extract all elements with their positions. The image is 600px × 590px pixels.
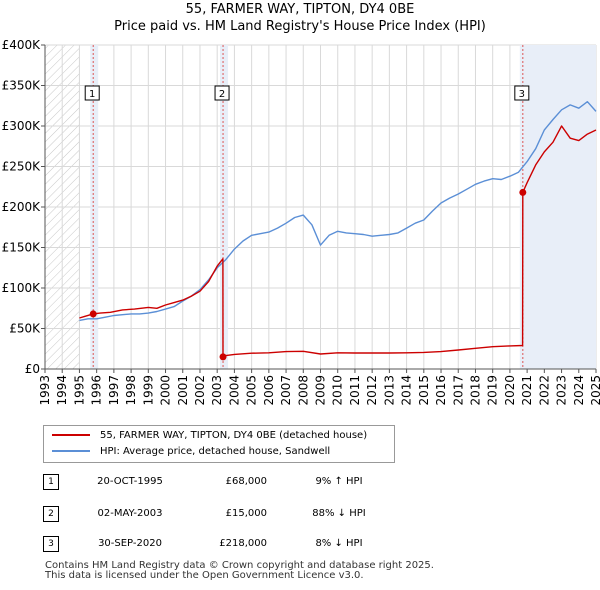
x-tick-label: 2022 [537, 375, 551, 406]
x-tick-label: 2021 [520, 375, 534, 406]
x-tick-label: 2019 [486, 375, 500, 406]
x-tick-label: 2006 [262, 375, 276, 406]
x-tick-label: 2015 [417, 375, 431, 406]
x-tick-label: 2014 [400, 375, 414, 406]
x-tick-label: 2009 [314, 375, 328, 406]
transaction-point [219, 353, 227, 361]
transaction-marker-box [214, 85, 230, 101]
x-tick-label: 1999 [141, 375, 155, 406]
x-tick-label: 1994 [55, 375, 69, 406]
post-sale-shade [522, 45, 596, 369]
y-tick-label: £350K [2, 79, 42, 93]
x-tick-label: 2002 [193, 375, 207, 406]
y-tick-label: £200K [2, 200, 42, 214]
x-tick-label: 1997 [107, 375, 121, 406]
x-tick-label: 2007 [279, 375, 293, 406]
transaction-price: £68,000 [225, 476, 267, 487]
x-tick-label: 2010 [331, 375, 345, 406]
x-tick-label: 2004 [227, 375, 241, 406]
x-tick-label: 2023 [555, 375, 569, 406]
transaction-marker: 1 [43, 474, 59, 490]
transaction-date: 20-OCT-1995 [97, 476, 163, 487]
property-series-line [79, 125, 597, 358]
transaction-hpi: 8% ↓ HPI [315, 538, 363, 549]
x-tick-label: 2016 [434, 375, 448, 406]
transaction-marker-label: 1 [89, 89, 95, 100]
x-tick-label: 2008 [296, 375, 310, 406]
chart-title-block: 55, FARMER WAY, TIPTON, DY4 0BE Price pa… [0, 1, 600, 35]
legend-label-hpi: HPI: Average price, detached house, Sand… [100, 446, 331, 457]
transaction-marker: 3 [43, 536, 59, 552]
hpi-series-line [79, 100, 597, 322]
x-tick-label: 2000 [159, 375, 173, 406]
transaction-marker-box [84, 85, 100, 101]
transaction-price: £218,000 [219, 538, 267, 549]
legend-label-property: 55, FARMER WAY, TIPTON, DY4 0BE (detache… [100, 430, 368, 441]
y-tick-label: £150K [2, 241, 42, 255]
x-tick-label: 2017 [451, 375, 465, 406]
y-tick-label: £400K [2, 38, 42, 52]
legend-item-property: 55, FARMER WAY, TIPTON, DY4 0BE (detache… [52, 429, 367, 443]
transaction-band [90, 45, 99, 369]
x-tick-label: 2012 [365, 375, 379, 406]
transaction-point [89, 310, 97, 318]
transaction-band [220, 45, 229, 369]
transaction-date: 30-SEP-2020 [98, 538, 162, 549]
transaction-hpi: 88% ↓ HPI [312, 508, 366, 519]
x-tick-label: 1998 [124, 375, 138, 406]
transaction-marker-label: 2 [219, 89, 225, 100]
x-tick-label: 1996 [90, 375, 104, 406]
x-tick-label: 2011 [348, 375, 362, 406]
x-tick-label: 2024 [572, 375, 586, 406]
x-tick-label: 2025 [589, 375, 600, 406]
x-tick-label: 2018 [468, 375, 482, 406]
chart-subtitle: Price paid vs. HM Land Registry's House … [114, 19, 486, 34]
price-chart: 1 2 3 £0 £50K £100K £150K £200K £250K £300K £350K… [2, 38, 600, 406]
x-tick-label: 2020 [503, 375, 517, 406]
legend-item-hpi: HPI: Average price, detached house, Sand… [52, 445, 330, 459]
y-tick-label: £100K [2, 281, 42, 295]
footer-licence: This data is licensed under the Open Gov… [45, 570, 364, 581]
transaction-price: £15,000 [225, 508, 267, 519]
footer: Contains HM Land Registry data © Crown c… [45, 561, 434, 581]
chart-title: 55, FARMER WAY, TIPTON, DY4 0BE [185, 2, 415, 17]
x-tick-label: 2003 [210, 375, 224, 406]
footer-copyright: Contains HM Land Registry data © Crown c… [45, 560, 434, 571]
x-tick-label: 1995 [72, 375, 86, 406]
y-tick-label: £300K [2, 119, 42, 133]
transaction-marker-box [514, 85, 530, 101]
table-row: 2 02-MAY-2003 £15,000 88% ↓ HPI [43, 506, 443, 524]
legend-swatch-hpi [52, 450, 90, 452]
legend-swatch-property [52, 434, 90, 436]
x-tick-label: 1993 [38, 375, 52, 406]
x-tick-label: 2005 [245, 375, 259, 406]
table-row: 1 20-OCT-1995 £68,000 9% ↑ HPI [43, 474, 443, 492]
transaction-marker-label: 3 [519, 89, 525, 100]
transaction-point [519, 188, 527, 196]
transaction-marker: 2 [43, 506, 59, 522]
y-tick-label: £250K [2, 160, 42, 174]
transaction-hpi: 9% ↑ HPI [315, 476, 363, 487]
table-row: 3 30-SEP-2020 £218,000 8% ↓ HPI [43, 536, 443, 554]
x-tick-label: 2013 [382, 375, 396, 406]
y-tick-label: £50K [9, 322, 41, 336]
transaction-date: 02-MAY-2003 [97, 508, 163, 519]
y-tick-label: £0 [25, 362, 40, 376]
x-tick-label: 2001 [176, 375, 190, 406]
legend: 55, FARMER WAY, TIPTON, DY4 0BE (detache… [43, 425, 395, 463]
